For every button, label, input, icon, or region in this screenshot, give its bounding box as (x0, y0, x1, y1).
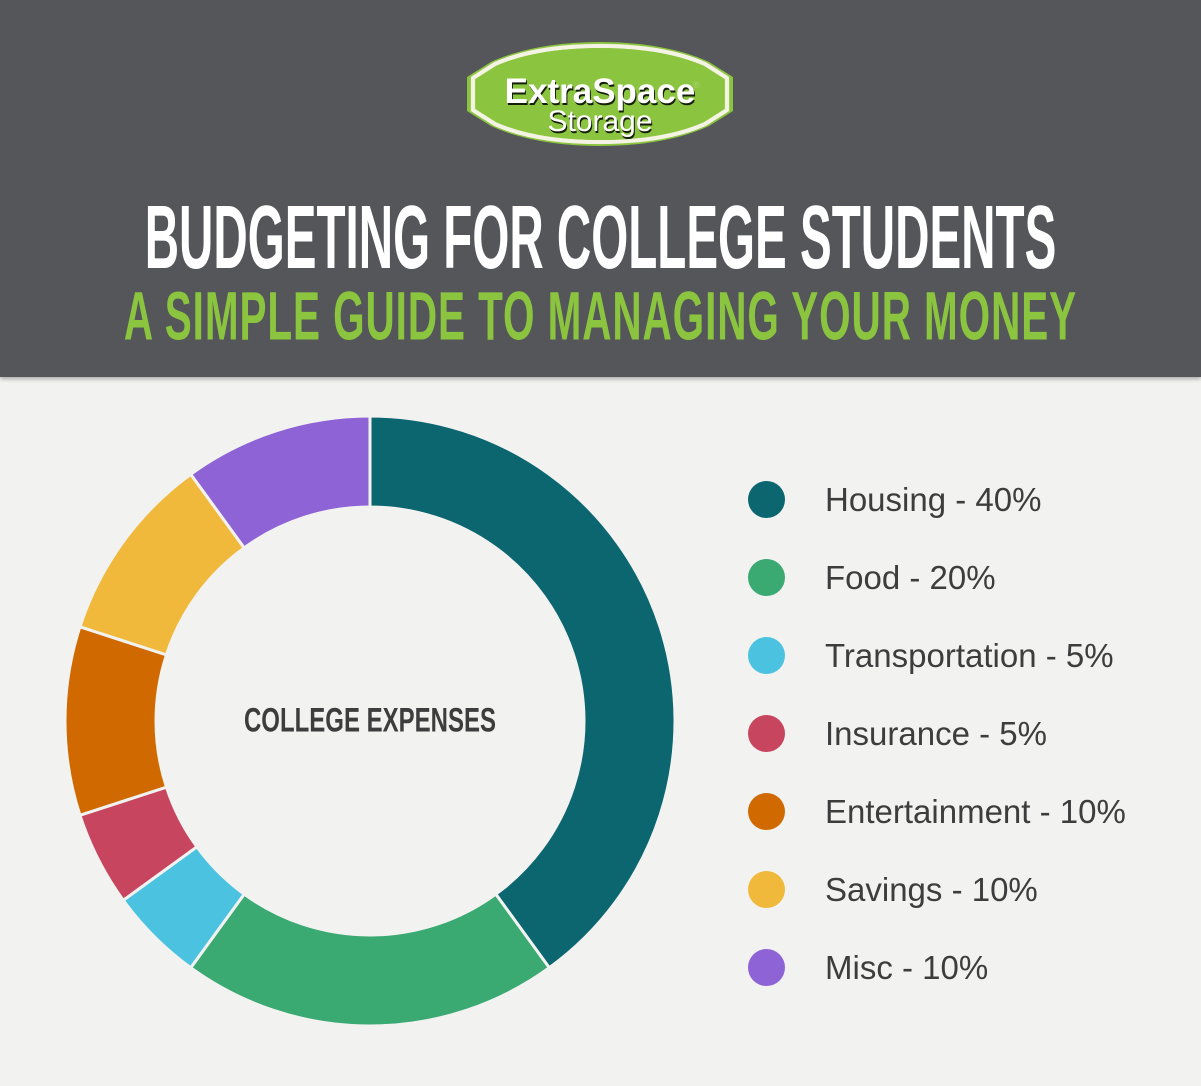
svg-text:Storage: Storage (547, 105, 652, 138)
svg-text:®: ® (693, 80, 700, 90)
